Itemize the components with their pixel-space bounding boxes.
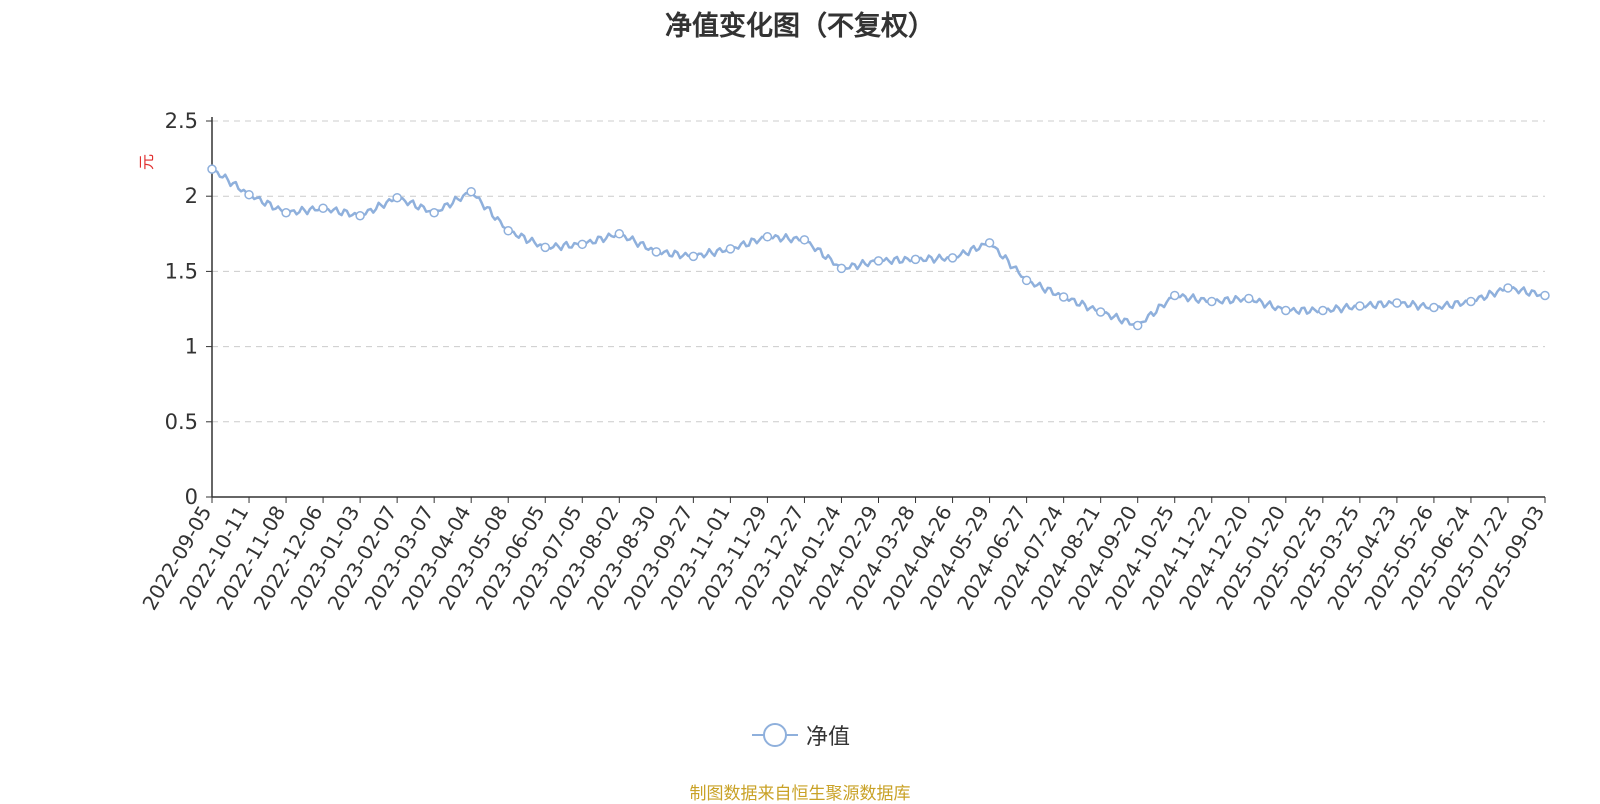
data-point[interactable] xyxy=(392,192,402,203)
data-point[interactable] xyxy=(1207,296,1217,307)
data-point[interactable] xyxy=(614,229,625,239)
data-point[interactable] xyxy=(873,256,884,266)
data-point[interactable] xyxy=(984,238,995,248)
y-tick-label: 2.5 xyxy=(165,109,198,133)
data-point[interactable] xyxy=(910,254,921,265)
data-point[interactable] xyxy=(1058,292,1069,302)
data-source-note: 制图数据来自恒生聚源数据库 xyxy=(689,784,911,804)
data-point[interactable] xyxy=(651,247,662,257)
data-point[interactable] xyxy=(1132,320,1143,331)
data-point[interactable] xyxy=(503,226,513,236)
data-point[interactable] xyxy=(355,211,365,221)
data-point[interactable] xyxy=(762,232,773,242)
legend-swatch-icon xyxy=(750,720,800,750)
y-axis-label: 元 xyxy=(137,154,156,170)
y-tick-label: 2 xyxy=(185,184,198,208)
data-point[interactable] xyxy=(947,253,958,263)
data-point[interactable] xyxy=(244,189,254,200)
data-point[interactable] xyxy=(688,251,699,262)
data-point[interactable] xyxy=(1169,290,1180,301)
y-axis-ticks: 0 0.5 1 1.5 2 2.5 xyxy=(165,109,212,509)
data-point[interactable] xyxy=(1281,305,1291,316)
data-point[interactable] xyxy=(207,164,217,174)
data-point[interactable] xyxy=(466,186,476,197)
data-point[interactable] xyxy=(429,207,439,218)
series-line-net-value xyxy=(211,167,1546,327)
legend-label: 净值 xyxy=(806,725,851,750)
data-point[interactable] xyxy=(1429,302,1439,313)
series-group xyxy=(207,164,1550,331)
data-point[interactable] xyxy=(1503,283,1513,293)
data-point[interactable] xyxy=(725,244,736,254)
x-axis-ticks: 2022-09-052022-10-112022-11-082022-12-06… xyxy=(137,497,1549,614)
data-point[interactable] xyxy=(799,235,810,245)
y-tick-label: 1.5 xyxy=(165,259,198,283)
data-point[interactable] xyxy=(1244,293,1254,304)
y-tick-label: 1 xyxy=(185,335,198,359)
chart-title: 净值变化图（不复权） xyxy=(665,11,935,42)
data-point[interactable] xyxy=(1466,296,1476,307)
y-tick-label: 0 xyxy=(185,485,198,509)
data-point[interactable] xyxy=(540,242,550,253)
data-point[interactable] xyxy=(836,263,847,274)
data-point[interactable] xyxy=(318,203,328,213)
data-point[interactable] xyxy=(1392,298,1402,308)
data-point[interactable] xyxy=(281,207,291,218)
grid-lines xyxy=(212,120,1545,423)
data-point[interactable] xyxy=(1318,305,1328,316)
legend[interactable]: 净值 xyxy=(750,720,850,750)
data-point[interactable] xyxy=(1021,275,1032,286)
data-point[interactable] xyxy=(1540,290,1550,301)
data-point[interactable] xyxy=(1355,301,1365,311)
y-tick-label: 0.5 xyxy=(165,410,198,434)
data-point[interactable] xyxy=(577,239,588,250)
data-point[interactable] xyxy=(1095,307,1106,317)
